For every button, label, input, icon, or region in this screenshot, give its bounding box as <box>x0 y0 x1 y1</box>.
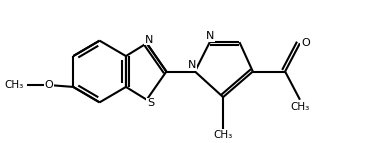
Text: N: N <box>206 31 214 41</box>
Text: CH₃: CH₃ <box>214 130 233 140</box>
Text: N: N <box>145 34 153 44</box>
Text: N: N <box>188 60 197 70</box>
Text: S: S <box>147 99 154 109</box>
Text: O: O <box>45 80 53 90</box>
Text: O: O <box>301 38 310 48</box>
Text: CH₃: CH₃ <box>290 102 309 112</box>
Text: CH₃: CH₃ <box>4 80 23 90</box>
